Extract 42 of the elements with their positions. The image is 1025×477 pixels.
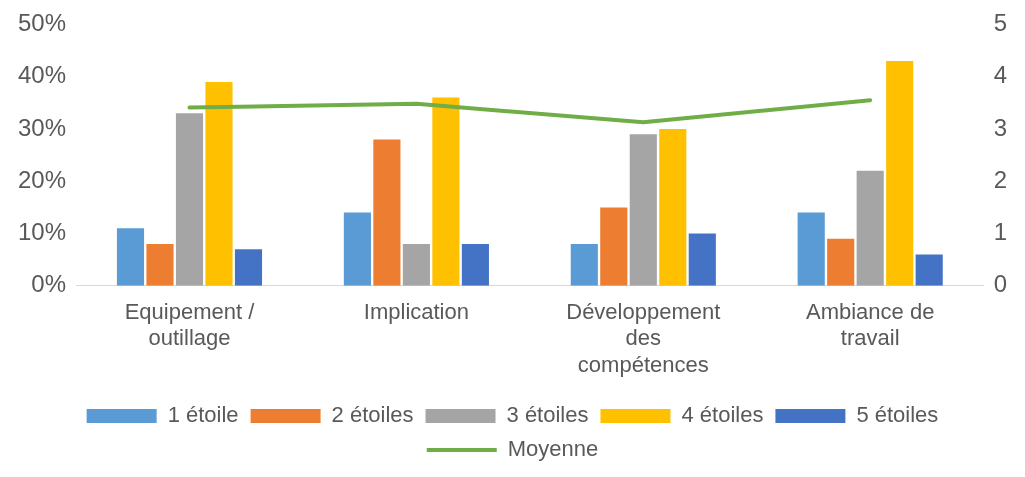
x-tick-label: Equipement / outillage (124, 299, 256, 351)
y-tick-label: 50% (17, 9, 67, 37)
x-tick-label: Développement des compétences (566, 299, 721, 377)
legend-label: 3 étoiles (506, 402, 589, 428)
bar (629, 134, 657, 286)
y2-tick-label: 4 (993, 61, 1008, 89)
legend-label: 2 étoiles (331, 402, 414, 428)
bar (402, 243, 430, 286)
bar (461, 243, 489, 286)
bar (116, 228, 145, 286)
bar (343, 212, 371, 286)
y-tick-label: 0% (31, 270, 67, 298)
x-tick-label: Ambiance de travail (805, 299, 935, 351)
y-tick-label: 40% (17, 61, 67, 89)
bar (373, 139, 401, 286)
x-tick-label: Implication (363, 299, 469, 325)
bar (827, 238, 855, 286)
y2-tick-label: 2 (993, 165, 1008, 193)
bar (659, 128, 687, 286)
legend-label: 1 étoile (167, 402, 239, 428)
bar (856, 170, 884, 286)
y2-tick-label: 0 (993, 270, 1008, 298)
bar (797, 212, 825, 286)
y-tick-label: 20% (17, 165, 67, 193)
bar (175, 113, 204, 286)
y2-tick-label: 5 (993, 9, 1008, 37)
bar (688, 233, 716, 286)
bar (234, 249, 263, 286)
y2-tick-label: 3 (993, 113, 1008, 141)
y-tick-label: 30% (17, 113, 67, 141)
y2-tick-label: 1 (993, 218, 1008, 246)
bar (146, 243, 174, 286)
bar (886, 61, 914, 286)
legend-label: Moyenne (507, 436, 599, 462)
bar (570, 243, 598, 286)
bar (205, 81, 233, 286)
legend-label: 5 étoiles (856, 402, 939, 428)
legend-label: 4 étoiles (681, 402, 764, 428)
y-tick-label: 10% (17, 218, 67, 246)
bar (432, 97, 460, 286)
bar (600, 207, 628, 286)
bar (915, 254, 943, 286)
